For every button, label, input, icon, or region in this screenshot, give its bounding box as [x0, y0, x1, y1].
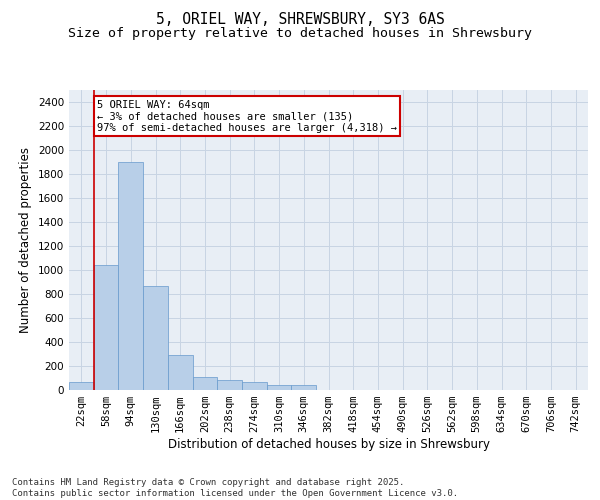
Text: Size of property relative to detached houses in Shrewsbury: Size of property relative to detached ho… [68, 28, 532, 40]
Bar [193, 378, 217, 390]
Text: Contains HM Land Registry data © Crown copyright and database right 2025.
Contai: Contains HM Land Registry data © Crown c… [12, 478, 458, 498]
Bar [292, 384, 316, 390]
Bar [217, 380, 242, 390]
Bar [118, 162, 143, 390]
Bar [242, 382, 267, 390]
Text: 5, ORIEL WAY, SHREWSBURY, SY3 6AS: 5, ORIEL WAY, SHREWSBURY, SY3 6AS [155, 12, 445, 28]
Bar [143, 286, 168, 390]
X-axis label: Distribution of detached houses by size in Shrewsbury: Distribution of detached houses by size … [167, 438, 490, 451]
Text: 5 ORIEL WAY: 64sqm
← 3% of detached houses are smaller (135)
97% of semi-detache: 5 ORIEL WAY: 64sqm ← 3% of detached hous… [97, 100, 397, 133]
Bar [69, 382, 94, 390]
Y-axis label: Number of detached properties: Number of detached properties [19, 147, 32, 333]
Bar [168, 355, 193, 390]
Bar [267, 384, 292, 390]
Bar [94, 265, 118, 390]
